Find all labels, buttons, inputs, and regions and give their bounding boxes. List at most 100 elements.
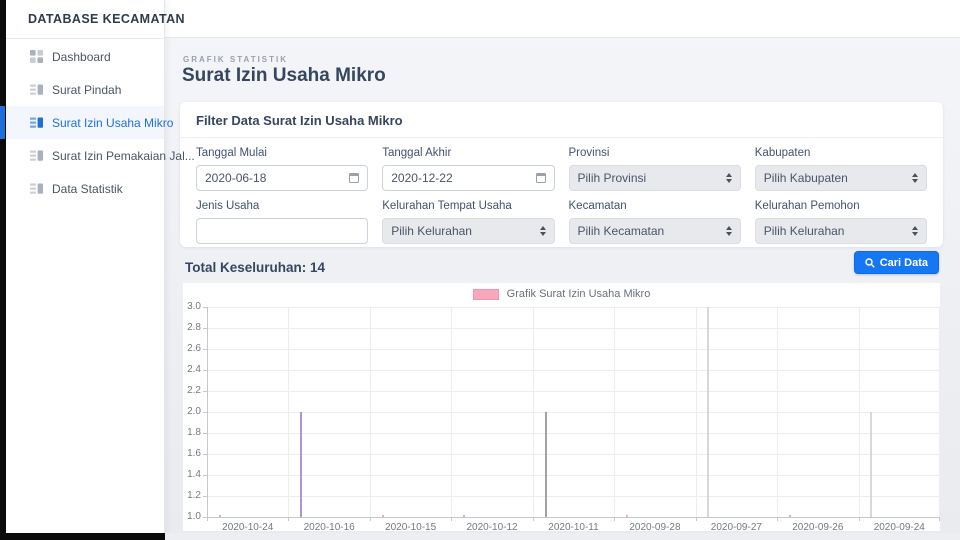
x-tick-label: 2020-10-12	[451, 522, 532, 533]
chart-legend[interactable]: Grafik Surat Izin Usaha Mikro	[183, 288, 940, 300]
x-axis-tick	[859, 517, 860, 521]
chevron-up-down-icon	[540, 226, 546, 236]
document-grid-icon	[30, 116, 43, 129]
bar-2020-10-11	[545, 412, 547, 517]
y-tick-label: 1.4	[175, 470, 201, 480]
gridline-horizontal	[207, 370, 940, 371]
cari-data-button[interactable]: Cari Data	[854, 251, 939, 274]
x-axis-tick	[939, 517, 940, 521]
kecamatan-select[interactable]: Pilih Kecamatan	[569, 218, 741, 244]
bar-2020-09-26	[789, 515, 791, 517]
gridline-horizontal	[207, 328, 940, 329]
calendar-icon	[349, 173, 359, 183]
total-value: 14	[310, 260, 325, 275]
bar-2020-09-28	[626, 515, 628, 517]
bar-2020-09-24	[870, 412, 872, 517]
bar-chart-plot-area: 3.02.82.62.42.22.01.81.61.41.21.02020-10…	[207, 307, 940, 517]
field-tanggal-mulai: Tanggal Mulai 2020-06-18	[196, 147, 368, 191]
sidebar-item-dashboard[interactable]: Dashboard	[6, 40, 164, 73]
x-axis-line	[207, 517, 940, 518]
y-tick-label: 2.2	[175, 386, 201, 396]
section-eyebrow: GRAFIK STATISTIK	[183, 55, 288, 64]
x-axis-tick	[370, 517, 371, 521]
x-axis-tick	[533, 517, 534, 521]
x-axis-tick	[207, 517, 208, 521]
main-content: GRAFIK STATISTIK Surat Izin Usaha Mikro …	[165, 38, 960, 533]
x-axis-tick	[614, 517, 615, 521]
gridline-vertical	[777, 307, 778, 517]
bar-2020-10-12	[463, 515, 465, 517]
kabupaten-select[interactable]: Pilih Kabupaten	[755, 165, 927, 191]
document-grid-icon	[30, 182, 43, 195]
legend-swatch	[473, 289, 499, 300]
field-kelurahan-tempat-usaha: Kelurahan Tempat Usaha Pilih Kelurahan	[382, 200, 554, 244]
chevron-up-down-icon	[726, 173, 732, 183]
x-tick-label: 2020-10-16	[288, 522, 369, 533]
y-tick-label: 2.0	[175, 407, 201, 417]
bar-2020-09-27	[707, 307, 709, 517]
total-summary: Total Keseluruhan: 14	[185, 260, 325, 275]
kelurahan-pemohon-select[interactable]: Pilih Kelurahan	[755, 218, 927, 244]
gridline-horizontal	[207, 475, 940, 476]
sidebar-item-label: Data Statistik	[52, 182, 123, 196]
y-tick-label: 1.2	[175, 491, 201, 501]
bar-2020-10-16	[300, 412, 302, 517]
x-axis-tick	[451, 517, 452, 521]
filter-card-title: Filter Data Surat Izin Usaha Mikro	[180, 102, 943, 138]
calendar-icon	[536, 173, 546, 183]
gridline-horizontal	[207, 496, 940, 497]
x-tick-label: 2020-09-28	[614, 522, 695, 533]
y-tick-label: 2.4	[175, 365, 201, 375]
kelurahan-tempat-usaha-select[interactable]: Pilih Kelurahan	[382, 218, 554, 244]
gridline-horizontal	[207, 349, 940, 350]
sidebar-item-surat-izin-pemakaian[interactable]: Surat Izin Pemakaian Jal...	[6, 139, 164, 172]
topbar	[165, 0, 960, 38]
x-tick-label: 2020-10-15	[370, 522, 451, 533]
chevron-up-down-icon	[726, 226, 732, 236]
filter-fields: Tanggal Mulai 2020-06-18 Tanggal Akhir 2…	[180, 138, 943, 244]
x-tick-label: 2020-10-24	[207, 522, 288, 533]
page-title: Surat Izin Usaha Mikro	[182, 65, 386, 87]
x-tick-label: 2020-09-26	[777, 522, 858, 533]
sidebar-item-data-statistik[interactable]: Data Statistik	[6, 172, 164, 205]
field-provinsi: Provinsi Pilih Provinsi	[569, 147, 741, 191]
app-window: DATABASE KECAMATAN Dashboard Surat Pinda…	[0, 0, 960, 540]
active-indicator	[0, 106, 5, 139]
gridline-horizontal	[207, 412, 940, 413]
gridline-horizontal	[207, 454, 940, 455]
field-tanggal-akhir: Tanggal Akhir 2020-12-22	[382, 147, 554, 191]
gridline-vertical	[859, 307, 860, 517]
document-grid-icon	[30, 149, 43, 162]
field-jenis-usaha: Jenis Usaha	[196, 200, 368, 244]
sidebar-item-label: Surat Izin Usaha Mikro	[52, 116, 173, 130]
filter-card: Filter Data Surat Izin Usaha Mikro Tangg…	[180, 102, 943, 247]
x-tick-label: 2020-09-27	[696, 522, 777, 533]
sidebar-item-label: Surat Izin Pemakaian Jal...	[52, 149, 195, 163]
x-axis-tick	[288, 517, 289, 521]
y-tick-label: 3.0	[175, 302, 201, 312]
provinsi-select[interactable]: Pilih Provinsi	[569, 165, 741, 191]
chevron-up-down-icon	[912, 226, 918, 236]
sidebar-item-surat-pindah[interactable]: Surat Pindah	[6, 73, 164, 106]
jenis-usaha-input[interactable]	[196, 218, 368, 244]
y-tick-label: 1.8	[175, 428, 201, 438]
y-tick-label: 2.6	[175, 344, 201, 354]
bar-2020-10-15	[382, 515, 384, 517]
field-kelurahan-pemohon: Kelurahan Pemohon Pilih Kelurahan	[755, 200, 927, 244]
y-axis-line	[207, 307, 208, 517]
x-axis-tick	[696, 517, 697, 521]
field-kecamatan: Kecamatan Pilih Kecamatan	[569, 200, 741, 244]
x-axis-tick	[777, 517, 778, 521]
sidebar-nav: Dashboard Surat Pindah Surat Izin Usaha …	[6, 39, 164, 205]
gridline-vertical	[696, 307, 697, 517]
x-tick-label: 2020-10-11	[533, 522, 614, 533]
sidebar-item-label: Dashboard	[52, 50, 111, 64]
gridline-vertical	[288, 307, 289, 517]
x-tick-label: 2020-09-24	[859, 522, 940, 533]
gridline-vertical	[939, 307, 940, 517]
sidebar-item-surat-izin-usaha-mikro[interactable]: Surat Izin Usaha Mikro	[6, 106, 164, 139]
gridline-vertical	[370, 307, 371, 517]
app-brand: DATABASE KECAMATAN	[6, 0, 164, 39]
tanggal-mulai-input[interactable]: 2020-06-18	[196, 165, 368, 191]
tanggal-akhir-input[interactable]: 2020-12-22	[382, 165, 554, 191]
